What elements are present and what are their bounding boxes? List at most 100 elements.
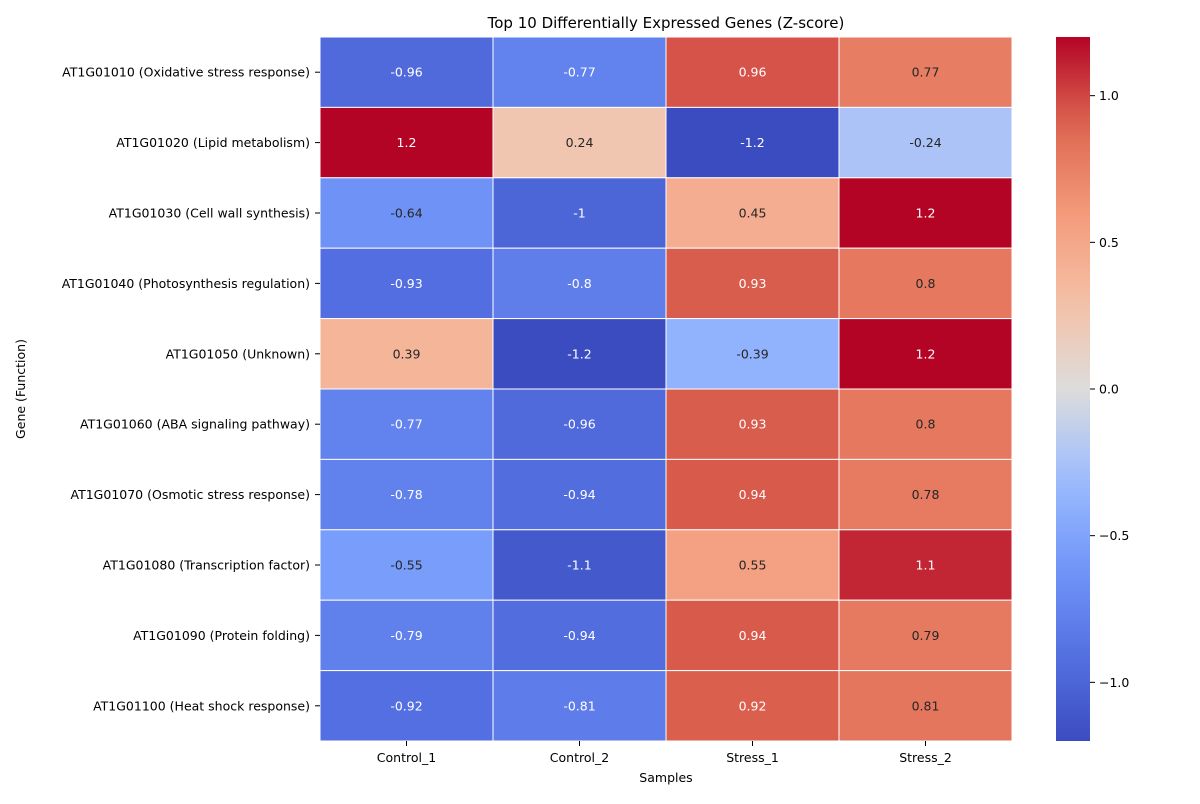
- cell-value-label: 0.96: [739, 65, 767, 80]
- cell-value-label: 0.81: [912, 698, 940, 713]
- heatmap-cell: [492, 36, 667, 108]
- column-labels: Control_1 Control_2 Stress_1 Stress_2: [377, 741, 952, 765]
- heatmap-cell: [492, 247, 667, 320]
- heatmap-cell: [319, 36, 494, 108]
- heatmap-cell: [838, 670, 1013, 742]
- column-tick-label: Control_2: [550, 750, 609, 765]
- cell-value-label: 0.55: [739, 558, 767, 573]
- cell-value-label: -0.94: [563, 628, 595, 643]
- cell-value-label: -0.64: [390, 206, 422, 221]
- cell-value-label: -0.79: [390, 628, 422, 643]
- colorbar-tick-label: −1.0: [1099, 675, 1129, 690]
- cell-value-label: -0.93: [390, 276, 422, 291]
- cell-value-label: 0.45: [739, 206, 767, 221]
- heatmap-cell: [319, 388, 494, 460]
- cell-value-label: 0.77: [912, 65, 940, 80]
- cell-value-label: 1.2: [397, 135, 417, 150]
- heatmap-cell: [838, 106, 1013, 179]
- colorbar-tick-label: 0.5: [1099, 235, 1119, 250]
- heatmap-cell: [665, 36, 840, 108]
- colorbar-tick-label: 1.0: [1099, 88, 1119, 103]
- heatmap-cell: [838, 177, 1013, 249]
- row-tick-label: AT1G01100 (Heat shock response): [93, 698, 310, 713]
- colorbar-tick-label: 0.0: [1099, 382, 1119, 397]
- y-axis-label: Gene (Function): [13, 339, 28, 439]
- heatmap-cell: [319, 106, 494, 179]
- heatmap-cell: [492, 177, 667, 249]
- cell-value-label: -0.55: [390, 558, 422, 573]
- cell-value-label: 1.2: [916, 346, 936, 361]
- column-tick-label: Control_1: [377, 750, 436, 765]
- heatmap-cell: [665, 458, 840, 531]
- cell-value-label: 0.39: [393, 346, 421, 361]
- cell-value-label: -1: [573, 206, 585, 221]
- heatmap-cell: [838, 458, 1013, 531]
- cell-value-label: 0.94: [739, 628, 767, 643]
- row-tick-label: AT1G01060 (ABA signaling pathway): [80, 417, 310, 432]
- heatmap-cell: [492, 388, 667, 460]
- heatmap-cell: [838, 36, 1013, 108]
- heatmap-cell: [492, 318, 667, 390]
- cell-value-label: -1.2: [740, 135, 764, 150]
- row-tick-label: AT1G01010 (Oxidative stress response): [62, 65, 310, 80]
- cell-value-label: 0.93: [739, 276, 767, 291]
- colorbar-gradient: [1056, 37, 1090, 741]
- colorbar: −1.0 −0.5 0.0 0.5 1.0: [1056, 37, 1129, 741]
- row-labels: AT1G01010 (Oxidative stress response) AT1…: [62, 65, 320, 713]
- row-tick-label: AT1G01080 (Transcription factor): [103, 558, 310, 573]
- cell-value-label: -0.94: [563, 487, 595, 502]
- heatmap-cell: [838, 388, 1013, 460]
- cell-value-label: -0.96: [390, 65, 422, 80]
- colorbar-tick-label: −0.5: [1099, 528, 1129, 543]
- row-tick-label: AT1G01030 (Cell wall synthesis): [109, 206, 310, 221]
- chart-title: Top 10 Differentially Expressed Genes (Z…: [487, 14, 845, 32]
- cell-value-label: -0.92: [390, 698, 422, 713]
- cell-value-label: -1.2: [567, 346, 591, 361]
- heatmap-cells: -0.96 -0.77 0.96 0.77 1.2 0.24 -1.2 -0.24 -0.64 -…: [319, 36, 1013, 742]
- row-tick-label: AT1G01040 (Photosynthesis regulation): [62, 276, 310, 291]
- heatmap-cell: [665, 599, 840, 672]
- cell-value-label: 0.79: [912, 628, 940, 643]
- cell-value-label: 0.78: [912, 487, 940, 502]
- cell-value-label: 0.93: [739, 417, 767, 432]
- heatmap-cell: [492, 670, 667, 742]
- heatmap-cell: [319, 458, 494, 531]
- cell-value-label: -0.81: [563, 698, 595, 713]
- cell-value-label: -0.24: [909, 135, 941, 150]
- cell-value-label: -0.77: [563, 65, 595, 80]
- cell-value-label: 0.92: [739, 698, 767, 713]
- heatmap-cell: [665, 388, 840, 460]
- heatmap-cell: [319, 529, 494, 601]
- cell-value-label: 0.94: [739, 487, 767, 502]
- cell-value-label: 1.2: [916, 206, 936, 221]
- heatmap-cell: [665, 318, 840, 390]
- column-tick-label: Stress_2: [899, 750, 952, 765]
- row-tick-label: AT1G01090 (Protein folding): [133, 628, 310, 643]
- cell-value-label: -0.39: [736, 346, 768, 361]
- row-tick-label: AT1G01020 (Lipid metabolism): [116, 135, 310, 150]
- cell-value-label: 0.24: [566, 135, 594, 150]
- heatmap-cell: [319, 318, 494, 390]
- cell-value-label: 0.8: [916, 417, 936, 432]
- cell-value-label: 1.1: [916, 558, 936, 573]
- heatmap-cell: [665, 670, 840, 742]
- heatmap-cell: [665, 247, 840, 320]
- row-tick-label: AT1G01070 (Osmotic stress response): [71, 487, 310, 502]
- cell-value-label: -0.96: [563, 417, 595, 432]
- cell-value-label: -1.1: [567, 558, 591, 573]
- cell-value-label: -0.8: [567, 276, 591, 291]
- heatmap-cell: [838, 318, 1013, 390]
- cell-value-label: -0.77: [390, 417, 422, 432]
- heatmap-cell: [319, 247, 494, 320]
- cell-value-label: 0.8: [916, 276, 936, 291]
- heatmap-cell: [838, 599, 1013, 672]
- x-axis-label: Samples: [639, 770, 692, 785]
- heatmap-cell: [319, 670, 494, 742]
- heatmap-cell: [838, 247, 1013, 320]
- row-tick-label: AT1G01050 (Unknown): [166, 346, 310, 361]
- heatmap-cell: [492, 106, 667, 179]
- heatmap-cell: [665, 529, 840, 601]
- cell-value-label: -0.78: [390, 487, 422, 502]
